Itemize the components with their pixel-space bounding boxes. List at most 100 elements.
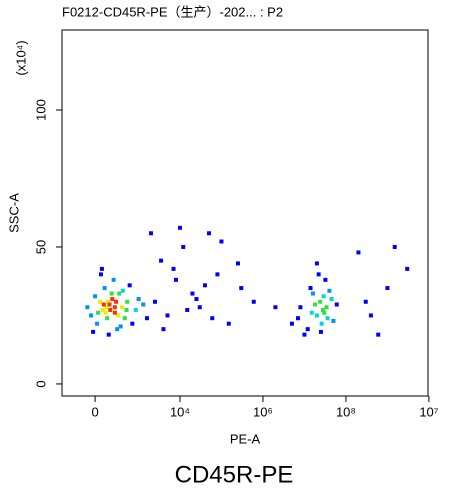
event-dot xyxy=(314,261,319,266)
event-dot xyxy=(159,258,164,263)
event-dot xyxy=(103,310,108,315)
event-dot xyxy=(149,231,154,236)
event-dot xyxy=(173,277,178,282)
event-dot xyxy=(107,302,112,307)
event-dot xyxy=(122,316,127,321)
event-dot xyxy=(130,321,135,326)
event-dot xyxy=(321,294,326,299)
event-dot xyxy=(101,302,106,307)
event-dot xyxy=(190,291,195,296)
caption: CD45R-PE xyxy=(175,461,294,488)
event-dot xyxy=(100,307,105,312)
event-dot xyxy=(194,297,199,302)
event-dot xyxy=(309,310,314,315)
event-dot xyxy=(302,332,307,337)
event-dot xyxy=(334,302,339,307)
event-dot xyxy=(313,302,318,307)
event-dot xyxy=(105,316,110,321)
event-dot xyxy=(114,299,119,304)
event-dot xyxy=(106,332,111,337)
event-dot xyxy=(127,283,132,288)
event-dot xyxy=(102,286,107,291)
event-dot xyxy=(239,286,244,291)
event-dot xyxy=(115,327,120,332)
event-dot xyxy=(161,327,166,332)
event-dot xyxy=(91,329,96,334)
event-dot xyxy=(110,297,115,302)
event-dot xyxy=(96,310,101,315)
event-dot xyxy=(202,283,207,288)
event-dot xyxy=(177,225,182,230)
event-dot xyxy=(226,321,231,326)
event-dot xyxy=(219,239,224,244)
event-dot xyxy=(363,299,368,304)
event-dot xyxy=(305,327,310,332)
event-dot xyxy=(296,316,301,321)
event-dot xyxy=(405,266,410,271)
event-dot xyxy=(98,272,103,277)
event-dot xyxy=(125,299,130,304)
event-dot xyxy=(314,313,319,318)
event-dot xyxy=(298,305,303,310)
x-tick-label: 10⁴ xyxy=(170,404,190,419)
event-dot xyxy=(206,231,211,236)
event-dot xyxy=(99,266,104,271)
event-dot xyxy=(118,324,123,329)
event-dot xyxy=(235,261,240,266)
event-dot xyxy=(329,297,334,302)
event-dot xyxy=(210,316,215,321)
x-tick-label: 0 xyxy=(91,404,98,419)
event-dot xyxy=(85,305,90,310)
event-dot xyxy=(145,316,150,321)
event-dot xyxy=(325,316,330,321)
event-dot xyxy=(108,307,113,312)
event-dot xyxy=(120,288,125,293)
event-dot xyxy=(185,307,190,312)
event-dot xyxy=(112,305,117,310)
y-multiplier: (x10⁴) xyxy=(13,40,28,75)
event-dot xyxy=(171,266,176,271)
y-tick-label: 0 xyxy=(33,380,48,387)
x-tick-label: 10⁶ xyxy=(253,404,273,419)
event-dot xyxy=(308,286,313,291)
event-dot xyxy=(316,272,321,277)
event-dot xyxy=(368,313,373,318)
event-dot xyxy=(251,299,256,304)
event-dot xyxy=(93,294,98,299)
event-dot xyxy=(319,321,324,326)
plot-frame xyxy=(61,29,429,397)
event-dot xyxy=(323,277,328,282)
event-dot xyxy=(320,307,325,312)
event-dot xyxy=(197,305,202,310)
event-dot xyxy=(112,310,117,315)
event-dot xyxy=(133,307,138,312)
event-dot xyxy=(310,291,315,296)
event-dot xyxy=(104,305,109,310)
event-dot xyxy=(117,291,122,296)
event-dot xyxy=(215,272,220,277)
event-dot xyxy=(318,299,323,304)
event-dot xyxy=(105,299,110,304)
x-tick-label: 10⁸ xyxy=(336,404,356,419)
event-dot xyxy=(327,288,332,293)
x-tick-label: 10⁷ xyxy=(419,404,438,419)
event-dot xyxy=(376,332,381,337)
event-dot xyxy=(273,305,278,310)
event-dot xyxy=(124,307,129,312)
event-dot xyxy=(109,291,114,296)
event-dot xyxy=(324,305,329,310)
event-dot xyxy=(331,318,336,323)
event-dot xyxy=(116,313,121,318)
event-dot xyxy=(356,250,361,255)
event-dot xyxy=(89,313,94,318)
chart-title: F0212-CD45R-PE（生产）-202... : P2 xyxy=(62,4,283,19)
y-tick-label: 100 xyxy=(33,99,48,121)
event-dot xyxy=(141,302,146,307)
event-dot xyxy=(119,305,124,310)
event-dot xyxy=(153,299,158,304)
event-dot xyxy=(322,310,327,315)
x-axis-label: PE-A xyxy=(230,431,261,446)
y-tick-label: 50 xyxy=(33,240,48,254)
event-dot xyxy=(98,299,103,304)
y-axis-label: SSC-A xyxy=(6,193,21,233)
